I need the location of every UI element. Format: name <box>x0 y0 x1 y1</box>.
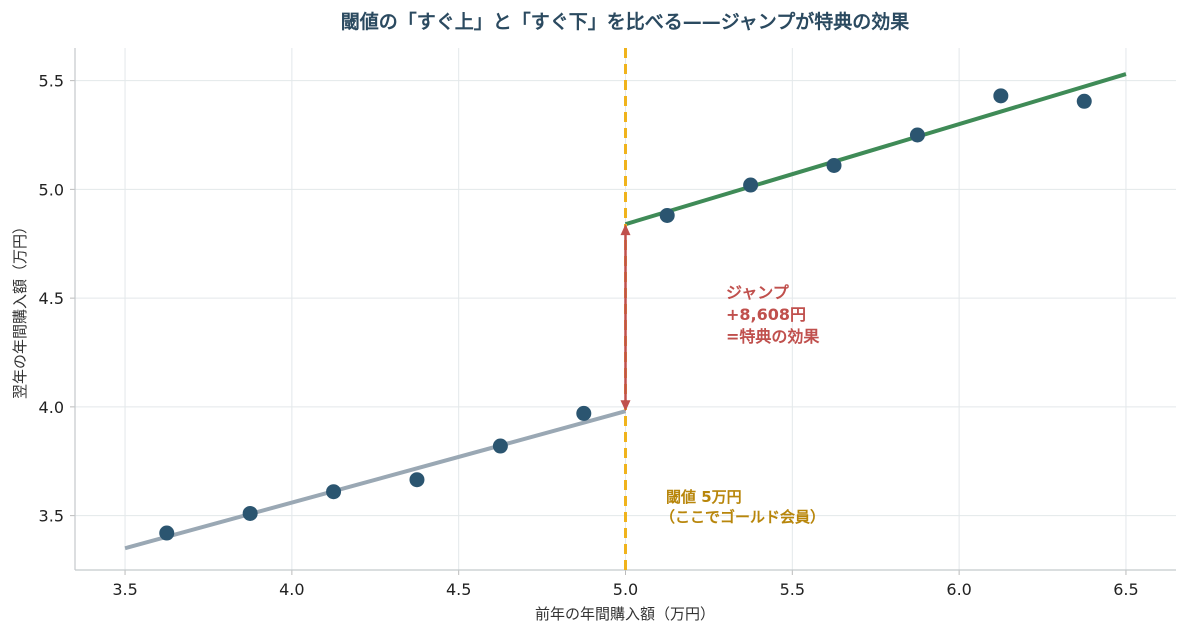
y-tick-label: 4.0 <box>39 398 64 417</box>
fit-line-above <box>624 72 1127 227</box>
jump-annotation: ジャンプ +8,608円 =特典の効果 <box>726 283 819 346</box>
data-point <box>492 438 508 454</box>
data-points <box>159 88 1092 541</box>
x-tick-label: 4.5 <box>446 580 471 599</box>
data-point <box>993 88 1009 104</box>
y-tick-label: 4.5 <box>39 289 64 308</box>
threshold-group <box>620 48 631 570</box>
y-tick-label: 3.5 <box>39 507 64 526</box>
x-tick-label: 3.5 <box>112 580 137 599</box>
data-point <box>159 525 175 541</box>
jump-arrow-head-down <box>620 400 631 412</box>
fit-lines <box>124 72 1127 551</box>
y-tick-label: 5.5 <box>39 72 64 91</box>
data-point <box>326 484 342 500</box>
data-point <box>242 505 258 521</box>
x-tick-label: 5.0 <box>613 580 638 599</box>
x-tick-label: 6.0 <box>946 580 971 599</box>
data-point <box>743 177 759 193</box>
data-point <box>909 127 925 143</box>
y-axis-label: 翌年の年間購入額（万円） <box>11 219 29 399</box>
axes <box>70 48 1176 575</box>
x-tick-label: 4.0 <box>279 580 304 599</box>
data-point <box>409 472 425 488</box>
x-tick-label: 6.5 <box>1113 580 1138 599</box>
x-tick-label: 5.5 <box>780 580 805 599</box>
y-tick-label: 5.0 <box>39 180 64 199</box>
x-axis-label: 前年の年間購入額（万円） <box>535 605 715 623</box>
chart-title: 閾値の「すぐ上」と「すぐ下」を比べる——ジャンプが特典の効果 <box>341 10 909 33</box>
threshold-annotation: 閾値 5万円 （ここでゴールド会員） <box>660 488 825 526</box>
jump-arrow-head-up <box>620 224 631 236</box>
data-point <box>1076 93 1092 109</box>
data-point <box>826 157 842 173</box>
tick-labels: 3.5 4.0 4.5 5.0 5.5 6.0 6.5 3.5 4.0 4.5 5.0 5.5 <box>39 72 1139 599</box>
data-point <box>659 207 675 223</box>
data-point <box>576 405 592 421</box>
fit-line-below <box>124 409 627 551</box>
